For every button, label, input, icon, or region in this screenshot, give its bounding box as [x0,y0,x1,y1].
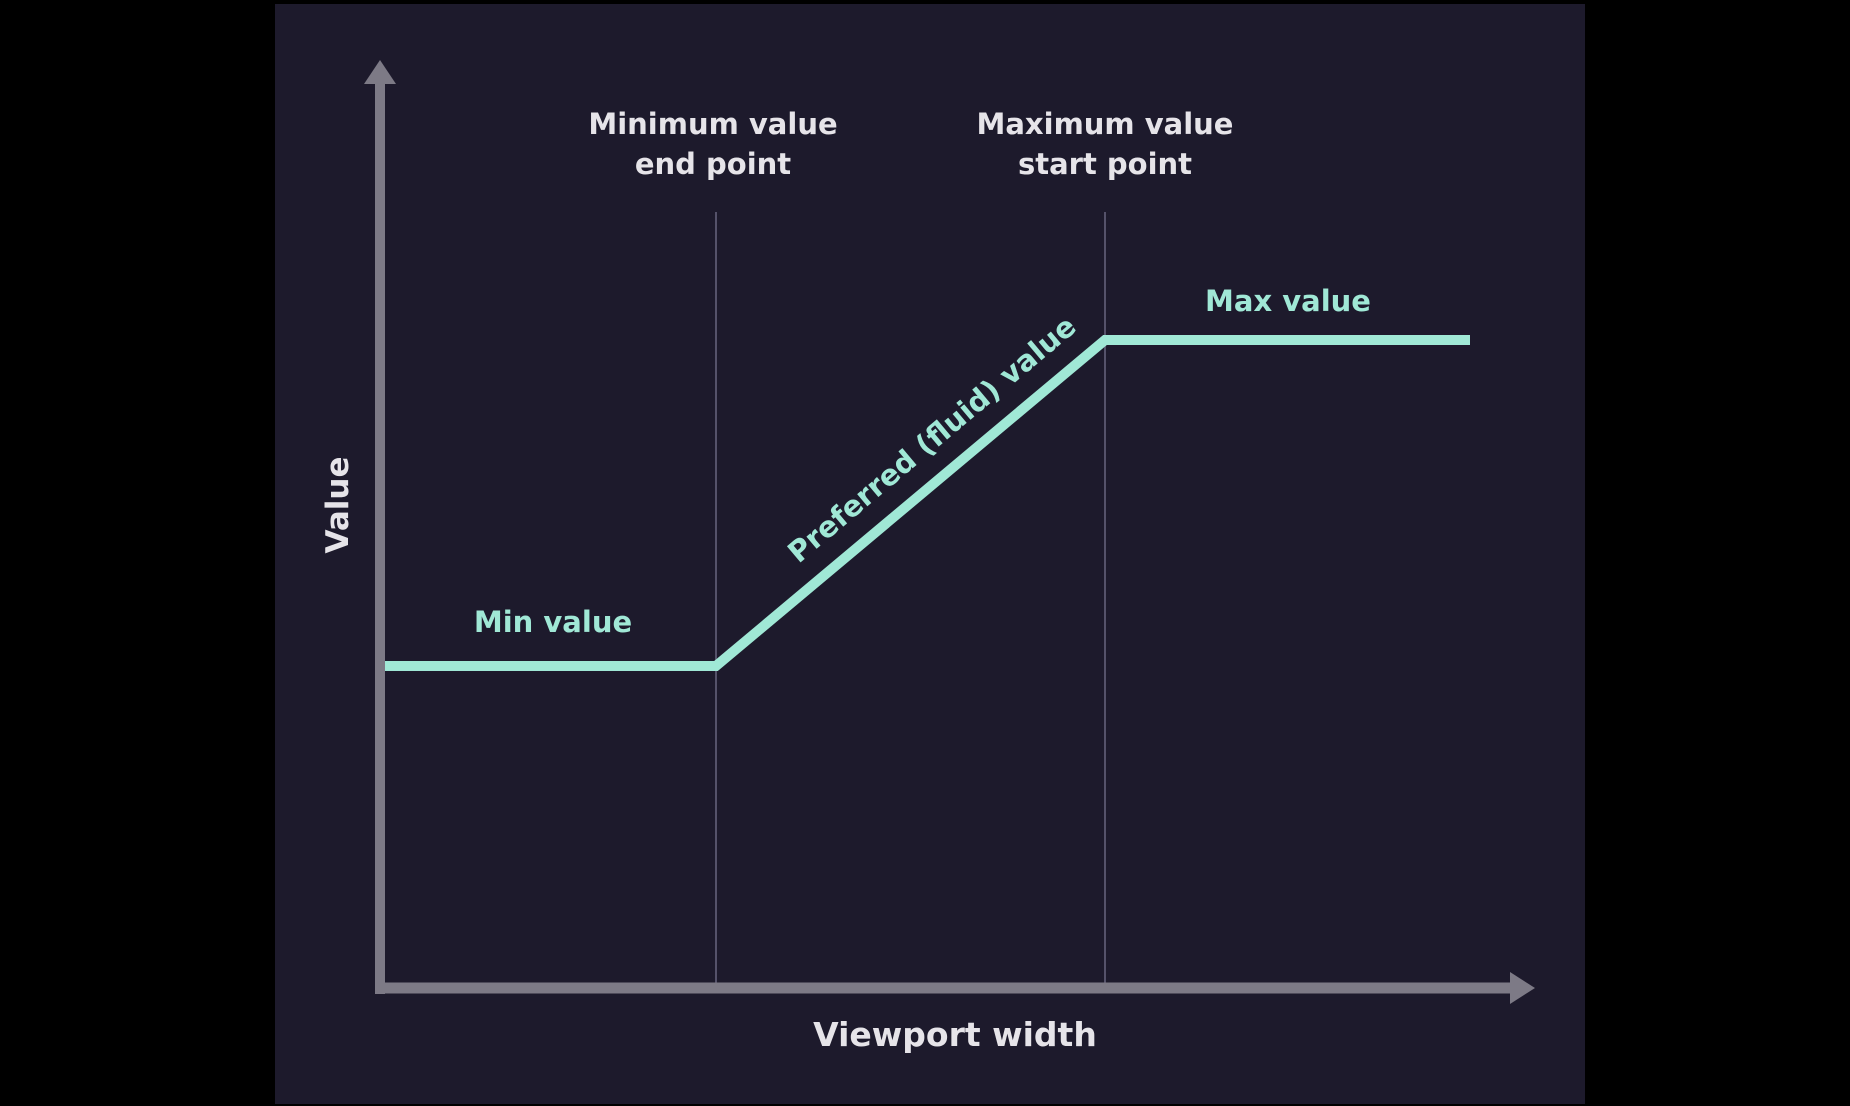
x-axis-label: Viewport width [813,1015,1097,1054]
x-axis-arrow-icon [1510,972,1535,1004]
max-start-point-label: Maximum value start point [976,107,1234,181]
y-axis [364,60,396,994]
clamp-value-line [385,335,1470,671]
y-axis-arrow-icon [364,60,396,84]
y-axis-label: Value [320,456,356,554]
diagram-panel [275,4,1585,1104]
min-value-label: Min value [473,605,633,639]
min-end-point-label: Minimum value end point [588,107,838,181]
max-value-label: Max value [1205,284,1371,318]
x-axis [375,972,1535,1004]
